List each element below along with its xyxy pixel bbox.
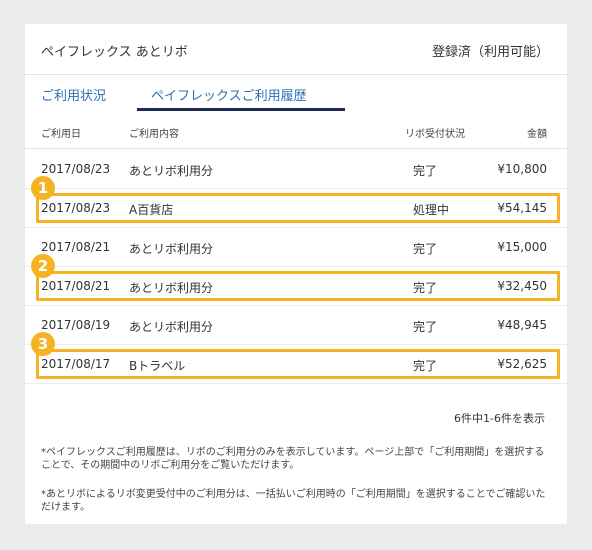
row-status: 処理中 <box>413 203 450 217</box>
row-status: 完了 <box>413 281 438 295</box>
tab-usage-status[interactable]: ご利用状況 <box>41 89 107 104</box>
result-count: 6件中1-6件を表示 <box>454 412 545 425</box>
footnote-revo-change: *あとリボによるリボ変更受付中のご利用分は、一括払いご利用時の「ご利用期間」を選… <box>41 489 546 513</box>
row-amount: ¥32,450 <box>497 279 547 293</box>
row-description: A百貨店 <box>129 203 174 217</box>
row-date: 2017/08/19 <box>41 318 111 332</box>
column-header-date: ご利用日 <box>41 129 81 140</box>
row-date: 2017/08/23 <box>41 162 111 176</box>
row-date: 2017/08/21 <box>41 240 111 254</box>
registration-status: 登録済（利用可能） <box>431 45 549 60</box>
footnote-history: *ペイフレックスご利用履歴は、リボのご利用分のみを表示しています。ページ上部で「… <box>41 447 545 471</box>
active-tab-indicator <box>137 108 345 111</box>
payflex-history-card: ペイフレックス あとリボ 登録済（利用可能） ご利用状況 ペイフレックスご利用履… <box>25 24 567 524</box>
row-date: 2017/08/21 <box>41 279 111 293</box>
table-row: 2017/08/21 あとリボ利用分 完了 ¥15,000 <box>25 228 567 267</box>
row-amount: ¥10,800 <box>497 162 547 176</box>
table-row: 2017/08/21 あとリボ利用分 完了 ¥32,450 <box>25 267 567 306</box>
row-amount: ¥48,945 <box>497 318 547 332</box>
callout-badge-1: 1 <box>31 176 55 200</box>
row-amount: ¥54,145 <box>497 201 547 215</box>
card-header: ペイフレックス あとリボ 登録済（利用可能） <box>25 24 567 75</box>
row-status: 完了 <box>413 359 438 373</box>
row-date: 2017/08/17 <box>41 357 111 371</box>
row-status: 完了 <box>413 320 438 334</box>
row-amount: ¥15,000 <box>497 240 547 254</box>
tab-bar: ご利用状況 ペイフレックスご利用履歴 <box>25 76 567 114</box>
column-header-amount: 金額 <box>527 129 547 140</box>
highlight-box-1: 1 <box>31 176 560 223</box>
row-status: 完了 <box>413 242 438 256</box>
callout-badge-3: 3 <box>31 332 55 356</box>
table-row: 2017/08/17 Bトラベル 完了 ¥52,625 <box>25 345 567 384</box>
column-header-status: リボ受付状況 <box>405 129 465 140</box>
callout-badge-2: 2 <box>31 254 55 278</box>
table-row: 2017/08/23 あとリボ利用分 完了 ¥10,800 <box>25 150 567 189</box>
row-description: Bトラベル <box>129 359 186 373</box>
table-row: 2017/08/23 A百貨店 処理中 ¥54,145 <box>25 189 567 228</box>
tab-usage-history[interactable]: ペイフレックスご利用履歴 <box>151 89 307 104</box>
highlight-box-3: 3 <box>31 332 560 379</box>
table-header: ご利用日 ご利用内容 リボ受付状況 金額 <box>25 120 567 149</box>
row-status: 完了 <box>413 164 438 178</box>
highlight-box-2: 2 <box>31 254 560 301</box>
row-amount: ¥52,625 <box>497 357 547 371</box>
row-description: あとリボ利用分 <box>129 242 214 256</box>
row-description: あとリボ利用分 <box>129 164 214 178</box>
table-row: 2017/08/19 あとリボ利用分 完了 ¥48,945 <box>25 306 567 345</box>
row-description: あとリボ利用分 <box>129 320 214 334</box>
column-header-description: ご利用内容 <box>129 129 179 140</box>
row-date: 2017/08/23 <box>41 201 111 215</box>
row-description: あとリボ利用分 <box>129 281 214 295</box>
page-title: ペイフレックス あとリボ <box>41 45 188 60</box>
